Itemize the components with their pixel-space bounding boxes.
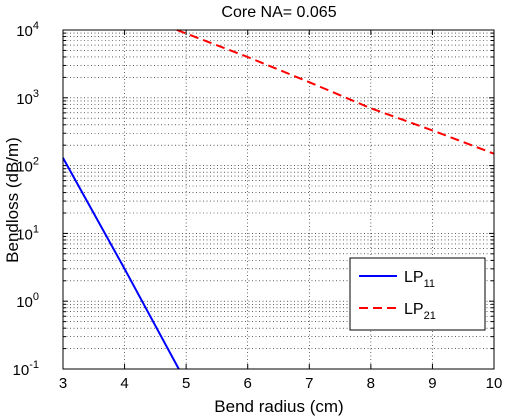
legend: LP11 LP21: [349, 257, 486, 331]
x-tick-label: 10: [486, 375, 503, 392]
y-tick-exponent: 3: [33, 88, 39, 100]
legend-label-lp21: LP21: [404, 301, 436, 322]
x-tick-label: 5: [182, 375, 190, 392]
legend-label-lp21-base: LP: [404, 301, 424, 318]
x-tick-label: 6: [244, 375, 252, 392]
legend-box: [349, 257, 486, 331]
y-tick-exponent: 0: [33, 291, 39, 303]
series-layer: [62, 29, 495, 370]
x-axis-label: Bend radius (cm): [214, 397, 343, 416]
grid-layer: [63, 30, 494, 369]
y-tick-exponent: 1: [33, 223, 39, 235]
chart-title: Core NA= 0.065: [221, 4, 336, 21]
x-tick-label: 8: [367, 375, 375, 392]
x-tick-label: 7: [305, 375, 313, 392]
legend-label-lp21-sub: 21: [424, 310, 436, 322]
y-tick-exponent: 4: [33, 20, 39, 32]
series-line-lp11: [62, 157, 180, 370]
plot-frame: [62, 29, 495, 370]
legend-label-lp11: LP11: [404, 269, 435, 290]
y-tick-exponent: -1: [29, 359, 39, 371]
legend-label-lp11-sub: 11: [424, 278, 435, 290]
x-tick-label: 3: [59, 375, 67, 392]
series-line-lp21: [176, 29, 495, 155]
y-axis-label: Bendloss (dB/m): [3, 137, 22, 263]
legend-label-lp11-base: LP: [404, 269, 424, 286]
y-tick-exponent: 2: [33, 156, 39, 168]
x-tick-label: 4: [120, 375, 128, 392]
x-tick-label: 9: [428, 375, 436, 392]
